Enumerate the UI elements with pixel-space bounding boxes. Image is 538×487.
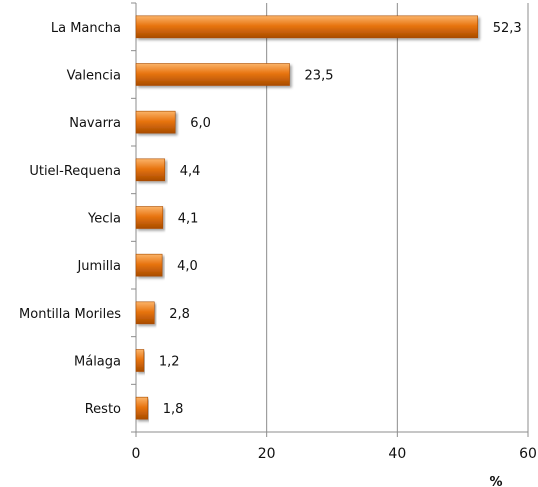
x-tick-label: 20: [258, 446, 276, 462]
category-label: Montilla Moriles: [19, 307, 121, 322]
x-tick-label: 60: [519, 446, 537, 462]
category-label: Yecla: [87, 212, 121, 227]
bar-montilla-moriles: [135, 301, 155, 325]
value-label: 2,8: [169, 307, 190, 322]
bar-yecla: [135, 206, 164, 229]
bar-navarra: [135, 110, 176, 134]
category-label: Utiel-Requena: [29, 164, 121, 179]
value-label: 6,0: [190, 116, 211, 131]
labels: 0 20 40 60 La Mancha 52,3 Valencia 23,5 Navarra 6…: [19, 21, 537, 462]
grid-lines: [266, 3, 529, 432]
bar-resto: [135, 396, 149, 420]
value-label: 4,4: [180, 164, 201, 179]
value-label: 23,5: [305, 69, 334, 84]
bars: [135, 15, 478, 420]
value-label: 4,0: [177, 259, 198, 274]
category-label: La Mancha: [51, 21, 121, 36]
bar-m-laga: [135, 349, 145, 372]
category-label: Valencia: [67, 69, 121, 84]
category-label: Navarra: [69, 116, 121, 131]
x-tick-label: 0: [132, 446, 141, 462]
x-tick-label: 40: [388, 446, 406, 462]
bar-jumilla: [135, 253, 163, 277]
value-label: 1,8: [163, 402, 184, 417]
bar-valencia: [135, 63, 290, 86]
bar-la-mancha: [135, 15, 478, 39]
x-axis-unit-label: %: [489, 475, 502, 487]
category-label: Resto: [85, 402, 121, 417]
category-label: Jumilla: [76, 259, 121, 274]
value-label: 1,2: [159, 355, 180, 370]
value-label: 52,3: [493, 21, 522, 36]
category-label: Málaga: [74, 355, 121, 370]
value-label: 4,1: [178, 212, 199, 227]
bar-utiel-requena: [135, 158, 166, 182]
